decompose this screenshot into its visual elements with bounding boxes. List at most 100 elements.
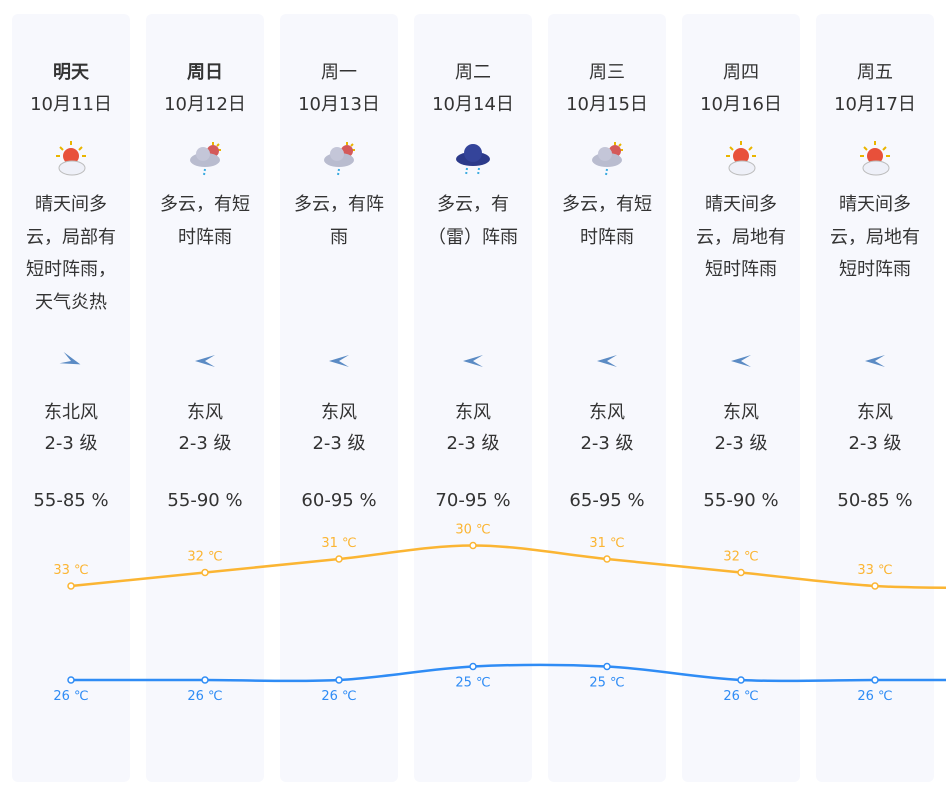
sunny-cloudy-icon <box>56 141 86 176</box>
wind-direction-icon <box>195 355 215 367</box>
thunder-rain-icon <box>456 144 490 176</box>
day-name: 周一 <box>321 62 357 83</box>
wind-level: 2-3 级 <box>446 433 500 454</box>
weather-description: 晴天间多云，局地有短时阵雨 <box>830 194 920 280</box>
humidity: 55-90 % <box>703 490 779 511</box>
weather-description: 多云，有短时阵雨 <box>160 194 250 248</box>
forecast-day-card: 明天 10月11日 晴天间多云，局部有短时阵雨，天气炎热 东北风 2-3 级 55… <box>12 14 130 782</box>
date: 10月16日 <box>700 94 782 115</box>
date: 10月15日 <box>566 94 648 115</box>
low-temp-line <box>71 663 946 683</box>
day-name: 周三 <box>589 62 625 83</box>
wind: 东风 2-3 级 <box>548 397 666 459</box>
wind-level: 2-3 级 <box>178 433 232 454</box>
low-temp-label: 26 ℃ <box>187 689 222 704</box>
wind-level: 2-3 级 <box>44 433 98 454</box>
wind: 东北风 2-3 级 <box>12 397 130 459</box>
wind-level: 2-3 级 <box>312 433 366 454</box>
cloudy-shower-icon <box>190 142 221 176</box>
wind-direction-icon <box>329 355 349 367</box>
day-name: 周二 <box>455 62 491 83</box>
low-temp-label: 25 ℃ <box>455 676 490 691</box>
weather-description: 多云，有阵雨 <box>294 194 384 248</box>
high-temp-label: 32 ℃ <box>723 550 758 565</box>
high-temp-label: 31 ℃ <box>589 536 624 551</box>
wind-direction-icon <box>463 355 483 367</box>
low-temp-point <box>201 676 209 684</box>
wind-direction: 东风 <box>455 402 491 423</box>
low-temp-label: 25 ℃ <box>589 676 624 691</box>
wind: 东风 2-3 级 <box>682 397 800 459</box>
weather-description: 多云，有（雷）阵雨 <box>428 194 518 248</box>
humidity: 50-85 % <box>837 490 913 511</box>
wind-level: 2-3 级 <box>580 433 634 454</box>
high-temp-point <box>335 555 343 563</box>
date: 10月14日 <box>432 94 514 115</box>
high-temp-point <box>603 555 611 563</box>
wind-direction-icon <box>731 355 751 367</box>
high-temp-line <box>70 544 946 590</box>
cloudy-shower-icon <box>324 142 355 176</box>
cloudy-shower-icon <box>592 142 623 176</box>
high-temp-point <box>469 541 477 550</box>
wind-direction-icon <box>597 355 617 367</box>
wind: 东风 2-3 级 <box>816 397 934 459</box>
forecast-day-card: 周三 10月15日 多云，有短时阵雨 东风 2-3 级 65-95 % <box>548 14 666 782</box>
wind-direction-icon <box>59 351 81 365</box>
low-temp-point <box>469 662 477 671</box>
humidity: 65-95 % <box>569 490 645 511</box>
day-name: 明天 <box>53 62 89 83</box>
sunny-cloudy-icon <box>860 141 890 176</box>
forecast-day-card: 周一 10月13日 多云，有阵雨 东风 2-3 级 60-95 % <box>280 14 398 782</box>
wind-direction: 东风 <box>321 402 357 423</box>
forecast-day-card: 周四 10月16日 晴天间多云，局地有短时阵雨 东风 2-3 级 55-90 % <box>682 14 800 782</box>
weather-description: 晴天间多云，局地有短时阵雨 <box>696 194 786 280</box>
low-temp-label: 26 ℃ <box>723 689 758 704</box>
forecast-day-card: 周二 10月14日 多云，有（雷）阵雨 东风 2-3 级 70-95 % <box>414 14 532 782</box>
humidity: 70-95 % <box>435 490 511 511</box>
low-temp-label: 26 ℃ <box>53 689 88 704</box>
high-temp-label: 33 ℃ <box>857 563 892 578</box>
weather-description: 多云，有短时阵雨 <box>562 194 652 248</box>
humidity: 55-90 % <box>167 490 243 511</box>
date: 10月12日 <box>164 94 246 115</box>
low-temp-point <box>737 676 745 684</box>
wind-direction: 东风 <box>187 402 223 423</box>
forecast-day-card: 周日 10月12日 多云，有短时阵雨 东风 2-3 级 55-90 % <box>146 14 264 782</box>
high-temp-point <box>67 582 75 590</box>
low-temp-label: 26 ℃ <box>857 689 892 704</box>
wind: 东风 2-3 级 <box>146 397 264 459</box>
wind-level: 2-3 级 <box>714 433 768 454</box>
date: 10月11日 <box>30 94 112 115</box>
wind-direction-icon <box>865 355 885 367</box>
high-temp-label: 32 ℃ <box>187 550 222 565</box>
date: 10月13日 <box>298 94 380 115</box>
sunny-cloudy-icon <box>726 141 756 176</box>
low-temp-point <box>335 676 343 684</box>
high-temp-point <box>871 582 879 590</box>
forecast-day-card: 周五 10月17日 晴天间多云，局地有短时阵雨 东风 2-3 级 50-85 % <box>816 14 934 782</box>
high-temp-label: 33 ℃ <box>53 563 88 578</box>
date: 10月17日 <box>834 94 916 115</box>
low-temp-point <box>871 676 879 684</box>
wind-direction: 东北风 <box>44 402 98 423</box>
high-temp-point <box>201 568 209 577</box>
wind-direction: 东风 <box>723 402 759 423</box>
low-temp-label: 26 ℃ <box>321 689 356 704</box>
wind-direction: 东风 <box>857 402 893 423</box>
day-name: 周五 <box>857 62 893 83</box>
wind: 东风 2-3 级 <box>414 397 532 459</box>
wind: 东风 2-3 级 <box>280 397 398 459</box>
low-temp-point <box>67 676 75 684</box>
wind-direction: 东风 <box>589 402 625 423</box>
high-temp-label: 30 ℃ <box>455 523 490 538</box>
day-name: 周日 <box>187 62 223 83</box>
weather-description: 晴天间多云，局部有短时阵雨，天气炎热 <box>26 194 116 313</box>
wind-level: 2-3 级 <box>848 433 902 454</box>
humidity: 55-85 % <box>33 490 109 511</box>
low-temp-point <box>603 662 611 671</box>
high-temp-point <box>737 568 745 577</box>
humidity: 60-95 % <box>301 490 377 511</box>
high-temp-label: 31 ℃ <box>321 536 356 551</box>
